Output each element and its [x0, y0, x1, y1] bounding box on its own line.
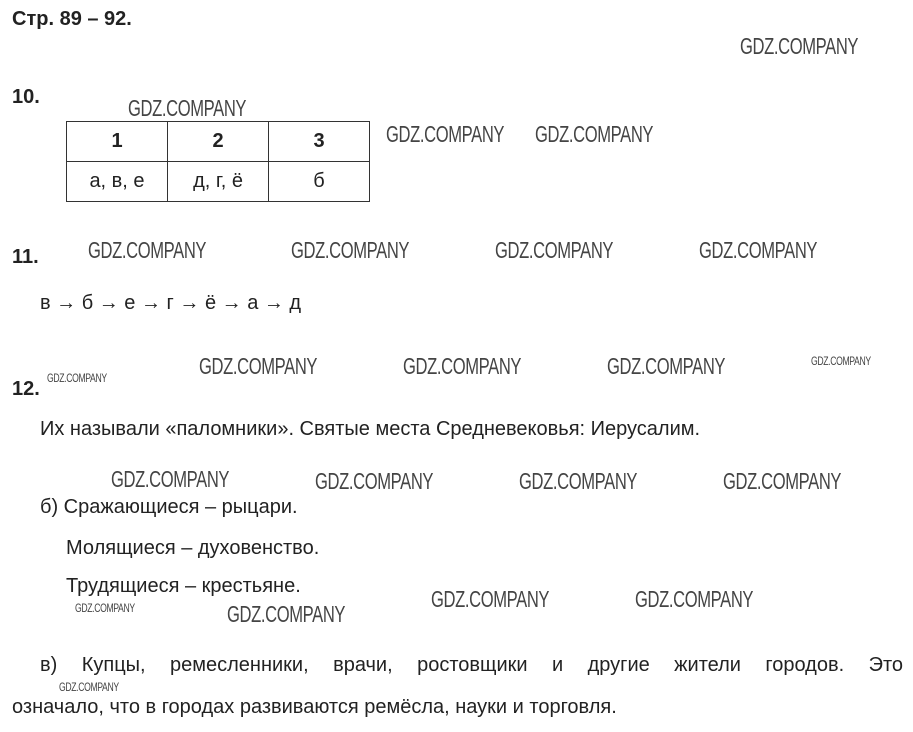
table-header-1: 1 — [66, 121, 168, 162]
table-cell-2: д, г, ё — [167, 161, 269, 202]
watermark: GDZ.COMPANY — [535, 121, 654, 147]
watermark: GDZ.COMPANY — [403, 353, 522, 379]
watermark: GDZ.COMPANY — [291, 237, 410, 263]
task-12-answer-b-1: б) Сражающиеся – рыцари. — [40, 496, 298, 518]
task-12-answer-b-3: Трудящиеся – крестьяне. — [66, 575, 301, 597]
watermark: GDZ.COMPANY — [607, 353, 726, 379]
answer-table: 1 2 3 а, в, е д, г, ё б — [66, 121, 370, 202]
task-12-answer-c-2: означало, что в городах развиваются ремё… — [12, 696, 617, 718]
task-12-answer-a: Их называли «паломники». Святые места Ср… — [40, 418, 701, 440]
watermark: GDZ.COMPANY — [740, 33, 859, 59]
task-12-answer-c-1: в) Купцы, ремесленники, врачи, ростовщик… — [40, 654, 903, 676]
task-12-answer-b-2: Молящиеся – духовенство. — [66, 537, 320, 559]
watermark: GDZ.COMPANY — [199, 353, 318, 379]
watermark: GDZ.COMPANY — [315, 468, 434, 494]
watermark: GDZ.COMPANY — [59, 680, 119, 694]
watermark: GDZ.COMPANY — [431, 586, 550, 612]
watermark: GDZ.COMPANY — [128, 95, 247, 121]
watermark: GDZ.COMPANY — [47, 371, 107, 385]
watermark: GDZ.COMPANY — [75, 601, 135, 615]
watermark: GDZ.COMPANY — [495, 237, 614, 263]
watermark: GDZ.COMPANY — [386, 121, 505, 147]
watermark: GDZ.COMPANY — [723, 468, 842, 494]
task-10-number: 10. — [12, 86, 40, 108]
table-header-3: 3 — [268, 121, 370, 162]
task-11-number: 11. — [12, 246, 39, 268]
watermark: GDZ.COMPANY — [519, 468, 638, 494]
watermark: GDZ.COMPANY — [811, 354, 871, 368]
page-title: Стр. 89 – 92. — [12, 8, 132, 30]
task-11-sequence: в → б → е → г → ё → а → д — [40, 292, 302, 314]
task-12-number: 12. — [12, 378, 40, 400]
watermark: GDZ.COMPANY — [88, 237, 207, 263]
table-header-2: 2 — [167, 121, 269, 162]
table-cell-3: б — [268, 161, 370, 202]
watermark: GDZ.COMPANY — [111, 466, 230, 492]
watermark: GDZ.COMPANY — [699, 237, 818, 263]
watermark: GDZ.COMPANY — [227, 601, 346, 627]
table-cell-1: а, в, е — [66, 161, 168, 202]
watermark: GDZ.COMPANY — [635, 586, 754, 612]
